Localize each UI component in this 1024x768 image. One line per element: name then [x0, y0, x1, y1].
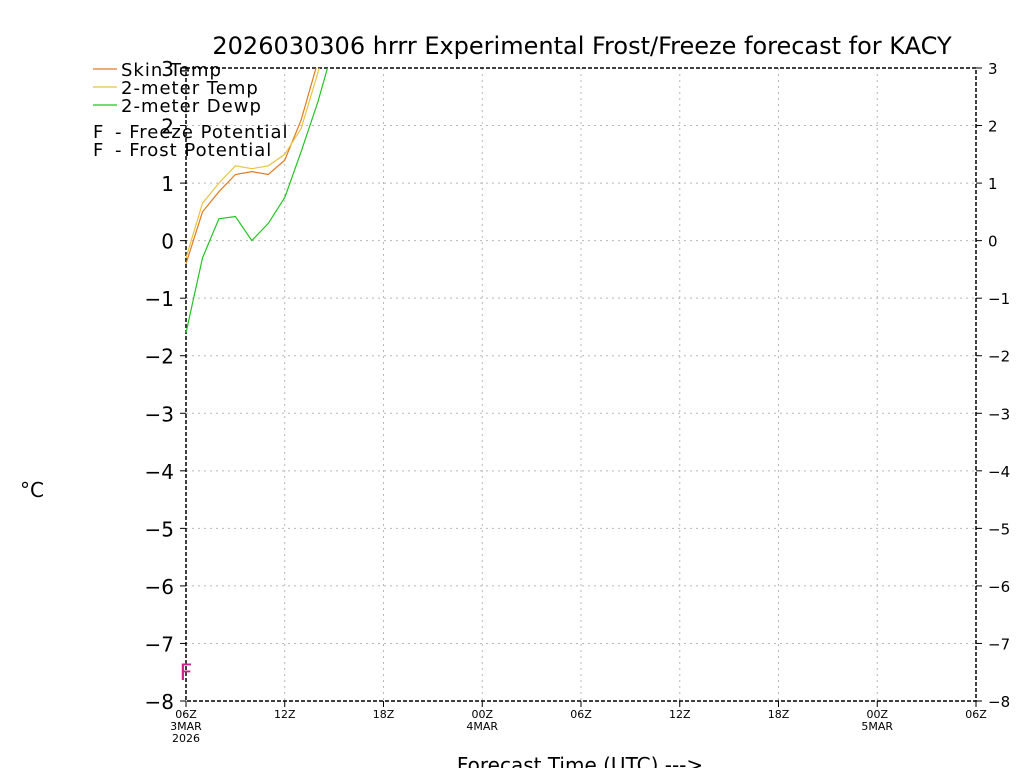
legend-frost-marker: F	[93, 140, 104, 161]
x-tick-label: 06Z	[175, 708, 197, 721]
x-axis-label: Forecast Time (UTC) --->	[457, 753, 703, 768]
y-tick-label-right: −2	[988, 348, 1010, 366]
y-tick-label: 3	[161, 57, 174, 81]
y-tick-label: 1	[161, 172, 174, 196]
y-tick-label-right: 0	[988, 233, 998, 251]
legend-frost-label: - Frost Potential	[115, 140, 272, 161]
y-tick-label: −5	[145, 517, 174, 541]
x-tick-label: 06Z	[570, 708, 592, 721]
y-tick-label-right: −6	[988, 578, 1010, 596]
y-tick-label-right: 2	[988, 118, 998, 136]
y-tick-label: −3	[145, 402, 174, 426]
series-line-skin-temp	[185, 67, 317, 264]
x-tick-year: 2026	[172, 732, 200, 745]
legend-freeze-label: - Freeze Potential	[115, 122, 289, 143]
x-tick-date: 3MAR	[170, 720, 202, 733]
series-line-2-meter-dewp	[185, 67, 329, 333]
x-tick-label: 00Z	[471, 708, 493, 721]
x-tick-label: 12Z	[669, 708, 691, 721]
y-tick-label-right: −5	[988, 520, 1010, 538]
y-tick-label: 0	[161, 230, 174, 254]
y-tick-label-right: −4	[988, 463, 1010, 481]
x-tick-date: 5MAR	[861, 720, 893, 733]
legend-freeze-marker: F	[93, 122, 104, 143]
y-tick-label: −1	[145, 287, 174, 311]
y-tick-label: −8	[145, 690, 174, 714]
legend-label: 2-meter Dewp	[121, 96, 262, 117]
series-lines	[185, 67, 329, 333]
y-tick-label: 2	[161, 115, 174, 139]
y-tick-label: −4	[145, 460, 174, 484]
x-tick-date: 4MAR	[466, 720, 498, 733]
freeze-marker: F	[180, 661, 193, 686]
y-axis: −8 −8 −7 −7 −6 −6 −5 −5 −4 −4 −3 −3 −2 −2 −1 −1 0 0 1 1 2 2 3 3	[145, 57, 1011, 714]
series-line-2-meter-temp	[185, 67, 320, 259]
x-tick-label: 18Z	[373, 708, 395, 721]
y-tick-label-right: 1	[988, 175, 998, 193]
x-tick-label: 00Z	[866, 708, 888, 721]
freeze-markers: F	[180, 661, 193, 686]
x-tick-label: 06Z	[965, 708, 987, 721]
x-tick-label: 12Z	[274, 708, 296, 721]
chart-title: 2026030306 hrrr Experimental Frost/Freez…	[212, 32, 952, 60]
y-tick-label-right: −3	[988, 405, 1010, 423]
legend-label: Skin Temp	[121, 60, 222, 81]
y-tick-label: −7	[145, 632, 174, 656]
legend-label: 2-meter Temp	[121, 78, 259, 99]
y-tick-label-right: −8	[988, 693, 1010, 711]
y-tick-label: −2	[145, 345, 174, 369]
y-axis-label: °C	[20, 478, 44, 502]
y-tick-label-right: −7	[988, 635, 1010, 653]
y-tick-label: −6	[145, 575, 174, 599]
y-tick-label-right: 3	[988, 60, 998, 78]
y-tick-label-right: −1	[988, 290, 1010, 308]
x-tick-label: 18Z	[768, 708, 790, 721]
